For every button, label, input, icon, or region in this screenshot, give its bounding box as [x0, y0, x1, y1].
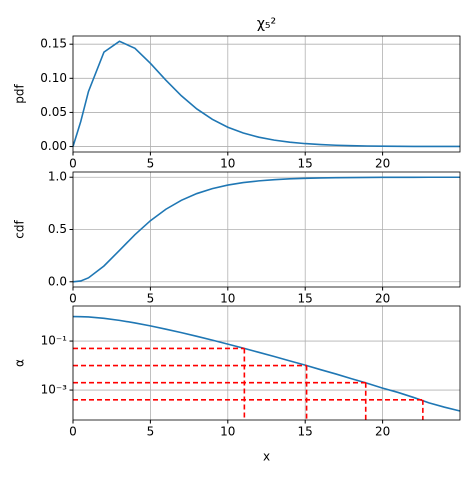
- y-tick-label: 0.5: [48, 222, 67, 236]
- x-axis-label: x: [263, 450, 270, 464]
- x-tick-label: 5: [147, 157, 155, 171]
- line-series: [72, 315, 461, 412]
- x-tick-label: 10: [220, 425, 235, 439]
- x-tick-label: 0: [69, 157, 77, 171]
- axes-frame: [72, 35, 461, 153]
- chart-title: χ₅²: [257, 16, 276, 32]
- y-tick-label: 0.15: [40, 37, 67, 51]
- x-tick-label: 5: [147, 425, 155, 439]
- y-tick-label: 0.0: [48, 274, 67, 288]
- y-tick-label: 10⁻¹: [41, 334, 68, 348]
- axes-frame: [72, 305, 461, 421]
- x-tick-label: 5: [147, 292, 155, 306]
- x-tick-label: 20: [375, 292, 390, 306]
- y-tick-label: 0.10: [40, 71, 67, 85]
- y-axis-label: cdf: [13, 220, 27, 239]
- axes-frame: [72, 171, 461, 288]
- y-axis-label: α: [13, 359, 27, 367]
- x-tick-label: 15: [298, 425, 313, 439]
- x-tick-label: 15: [298, 292, 313, 306]
- x-tick-label: 20: [375, 157, 390, 171]
- x-tick-label: 10: [220, 292, 235, 306]
- line-series: [72, 40, 460, 148]
- y-tick-label: 1.0: [48, 170, 67, 184]
- line-series: [72, 176, 461, 283]
- x-tick-label: 20: [375, 425, 390, 439]
- y-tick-label: 10⁻³: [41, 383, 68, 397]
- x-tick-label: 10: [220, 157, 235, 171]
- y-tick-label: 0.05: [40, 105, 67, 119]
- x-tick-label: 0: [69, 425, 77, 439]
- y-axis-label: pdf: [13, 84, 27, 104]
- y-tick-label: 0.00: [40, 139, 67, 153]
- x-tick-label: 0: [69, 292, 77, 306]
- x-tick-label: 15: [298, 157, 313, 171]
